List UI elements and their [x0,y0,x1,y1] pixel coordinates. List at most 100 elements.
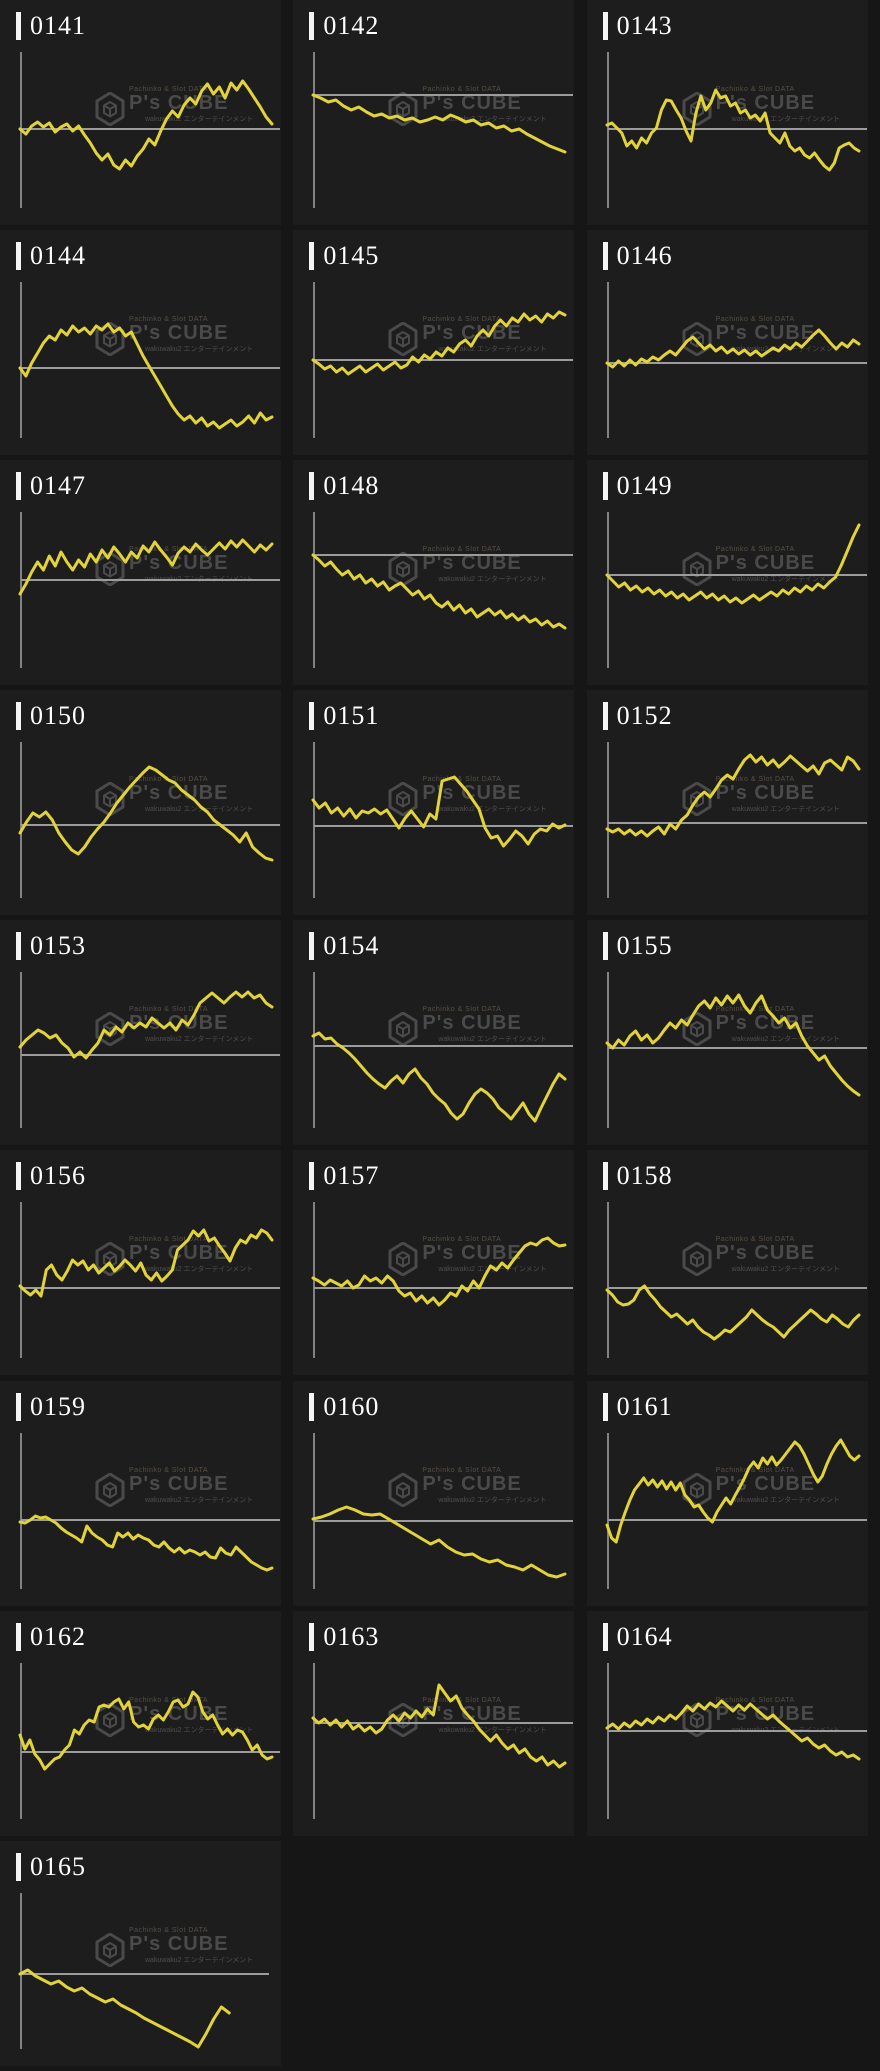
watermark-text-block: Pachinko & Slot DATA P's CUBE wakuwaku2 … [422,1236,546,1274]
watermark-top-text: Pachinko & Slot DATA [422,776,502,784]
sparkline-plot [18,52,280,208]
watermark-top-text: Pachinko & Slot DATA [715,1696,795,1704]
chart-cell[interactable]: Pachinko & Slot DATA P's CUBE wakuwaku2 … [293,690,575,916]
watermark-text-block: Pachinko & Slot DATA P's CUBE wakuwaku2 … [129,1927,253,1965]
chart-cell[interactable]: Pachinko & Slot DATA P's CUBE wakuwaku2 … [0,230,281,456]
chart-cell[interactable]: Pachinko & Slot DATA P's CUBE wakuwaku2 … [0,690,281,916]
chart-title: 0150 [30,701,86,731]
chart-cell[interactable]: Pachinko & Slot DATA P's CUBE wakuwaku2 … [0,1150,281,1376]
watermark-sub-text: wakuwaku2 エンターテインメント [438,1036,547,1044]
watermark-sub-text: wakuwaku2 エンターテインメント [731,1036,840,1044]
watermark: Pachinko & Slot DATA P's CUBE wakuwaku2 … [388,316,547,357]
watermark: Pachinko & Slot DATA P's CUBE wakuwaku2 … [682,1236,840,1277]
watermark-text-block: Pachinko & Slot DATA P's CUBE wakuwaku2 … [129,1467,253,1505]
watermark: Pachinko & Slot DATA P's CUBE wakuwaku2 … [95,86,253,126]
chart-cell[interactable]: Pachinko & Slot DATA P's CUBE wakuwaku2 … [586,1150,868,1376]
series-line [311,93,567,154]
chart-title: 0147 [30,471,86,501]
watermark-sub-text: wakuwaku2 エンターテインメント [731,1266,840,1274]
title-accent-bar [16,1852,21,1881]
chart-cell[interactable]: Pachinko & Slot DATA P's CUBE wakuwaku2 … [586,1380,868,1606]
ps-cube-logo-icon [682,1242,712,1277]
chart-title-row: 0161 [602,1392,673,1421]
title-accent-bar [309,932,315,961]
watermark-brand-text: P's CUBE [715,552,816,575]
chart-cell[interactable]: Pachinko & Slot DATA P's CUBE wakuwaku2 … [293,1610,575,1836]
watermark-sub-text: wakuwaku2 エンターテインメント [731,1496,840,1504]
sparkline-plot [605,512,867,669]
chart-title-row: 0143 [602,12,673,40]
watermark-sub-text: wakuwaku2 エンターテインメント [731,806,840,814]
ps-cube-logo-icon [388,1472,418,1507]
watermark-top-text: Pachinko & Slot DATA [129,1466,208,1474]
chart-cell[interactable]: Pachinko & Slot DATA P's CUBE wakuwaku2 … [0,1840,281,2066]
chart-cell[interactable]: Pachinko & Slot DATA P's CUBE wakuwaku2 … [293,1380,575,1606]
title-accent-bar [602,1162,608,1191]
chart-cell[interactable]: Pachinko & Slot DATA P's CUBE wakuwaku2 … [0,1380,281,1606]
chart-cell[interactable]: Pachinko & Slot DATA P's CUBE wakuwaku2 … [293,1150,575,1376]
chart-cell[interactable]: Pachinko & Slot DATA P's CUBE wakuwaku2 … [0,460,281,686]
chart-title-row: 0157 [309,1162,379,1191]
chart-title-row: 0156 [16,1162,86,1191]
watermark-top-text: Pachinko & Slot DATA [422,1466,502,1474]
watermark-text-block: Pachinko & Slot DATA P's CUBE wakuwaku2 … [422,1467,546,1505]
chart-cell[interactable]: Pachinko & Slot DATA P's CUBE wakuwaku2 … [586,920,868,1146]
title-accent-bar [602,702,608,731]
chart-cell[interactable]: Pachinko & Slot DATA P's CUBE wakuwaku2 … [586,230,868,456]
title-accent-bar [309,702,315,731]
chart-title: 0159 [30,1391,86,1421]
chart-cell[interactable]: Pachinko & Slot DATA P's CUBE wakuwaku2 … [586,0,868,225]
watermark-text-block: Pachinko & Slot DATA P's CUBE wakuwaku2 … [422,1006,546,1044]
sparkline-plot [18,1662,280,1819]
title-accent-bar [309,242,315,271]
chart-cell[interactable]: Pachinko & Slot DATA P's CUBE wakuwaku2 … [293,230,575,456]
chart-cell[interactable]: Pachinko & Slot DATA P's CUBE wakuwaku2 … [0,0,281,225]
watermark-text-block: Pachinko & Slot DATA P's CUBE wakuwaku2 … [716,86,840,124]
chart-cell[interactable]: Pachinko & Slot DATA P's CUBE wakuwaku2 … [586,690,868,916]
watermark-brand-text: P's CUBE [715,322,816,345]
watermark: Pachinko & Slot DATA P's CUBE wakuwaku2 … [95,316,253,357]
ps-cube-logo-icon [388,92,418,126]
chart-title: 0144 [30,241,86,271]
chart-title: 0163 [323,1621,380,1651]
sparkline-plot [605,282,867,439]
sparkline-plot [18,742,280,899]
watermark-brand-text: P's CUBE [422,1242,522,1265]
chart-cell[interactable]: Pachinko & Slot DATA P's CUBE wakuwaku2 … [586,1610,868,1836]
watermark-sub-text: wakuwaku2 エンターテインメント [731,116,840,123]
chart-cell[interactable]: Pachinko & Slot DATA P's CUBE wakuwaku2 … [293,460,575,686]
watermark-brand-text: P's CUBE [129,782,229,805]
series-line [311,1505,567,1579]
sparkline-plot [605,1202,867,1359]
watermark-top-text: Pachinko & Slot DATA [129,1926,208,1934]
sparkline-plot [18,1892,269,2049]
sparkline-plot [311,1662,574,1819]
watermark-sub-text: wakuwaku2 エンターテインメント [145,1496,254,1504]
series-line [18,322,274,430]
chart-title: 0162 [30,1621,86,1651]
chart-title: 0165 [30,1851,86,1881]
sparkline-plot [605,52,867,208]
title-accent-bar [16,1162,21,1191]
chart-cell[interactable]: Pachinko & Slot DATA P's CUBE wakuwaku2 … [293,920,575,1146]
chart-title: 0146 [616,241,673,271]
chart-cell[interactable]: Pachinko & Slot DATA P's CUBE wakuwaku2 … [586,460,868,686]
chart-cell[interactable]: Pachinko & Slot DATA P's CUBE wakuwaku2 … [293,0,575,225]
watermark: Pachinko & Slot DATA P's CUBE wakuwaku2 … [95,1927,253,1967]
chart-cell[interactable]: Pachinko & Slot DATA P's CUBE wakuwaku2 … [0,1610,281,1836]
watermark-brand-text: P's CUBE [422,782,522,805]
watermark-sub-text: wakuwaku2 エンターテインメント [438,1496,547,1504]
watermark-sub-text: wakuwaku2 エンターテインメント [731,346,840,354]
chart-title-row: 0147 [16,471,86,501]
chart-title: 0158 [616,1161,673,1191]
series-line [605,753,861,838]
chart-title-row: 0151 [309,702,379,731]
watermark-sub-text: wakuwaku2 エンターテインメント [438,1266,547,1274]
ps-cube-logo-icon [388,322,418,357]
chart-cell[interactable]: Pachinko & Slot DATA P's CUBE wakuwaku2 … [0,920,281,1146]
chart-title-row: 0162 [16,1621,86,1651]
chart-title-row: 0158 [602,1161,673,1191]
watermark-text-block: Pachinko & Slot DATA P's CUBE wakuwaku2 … [422,546,546,584]
